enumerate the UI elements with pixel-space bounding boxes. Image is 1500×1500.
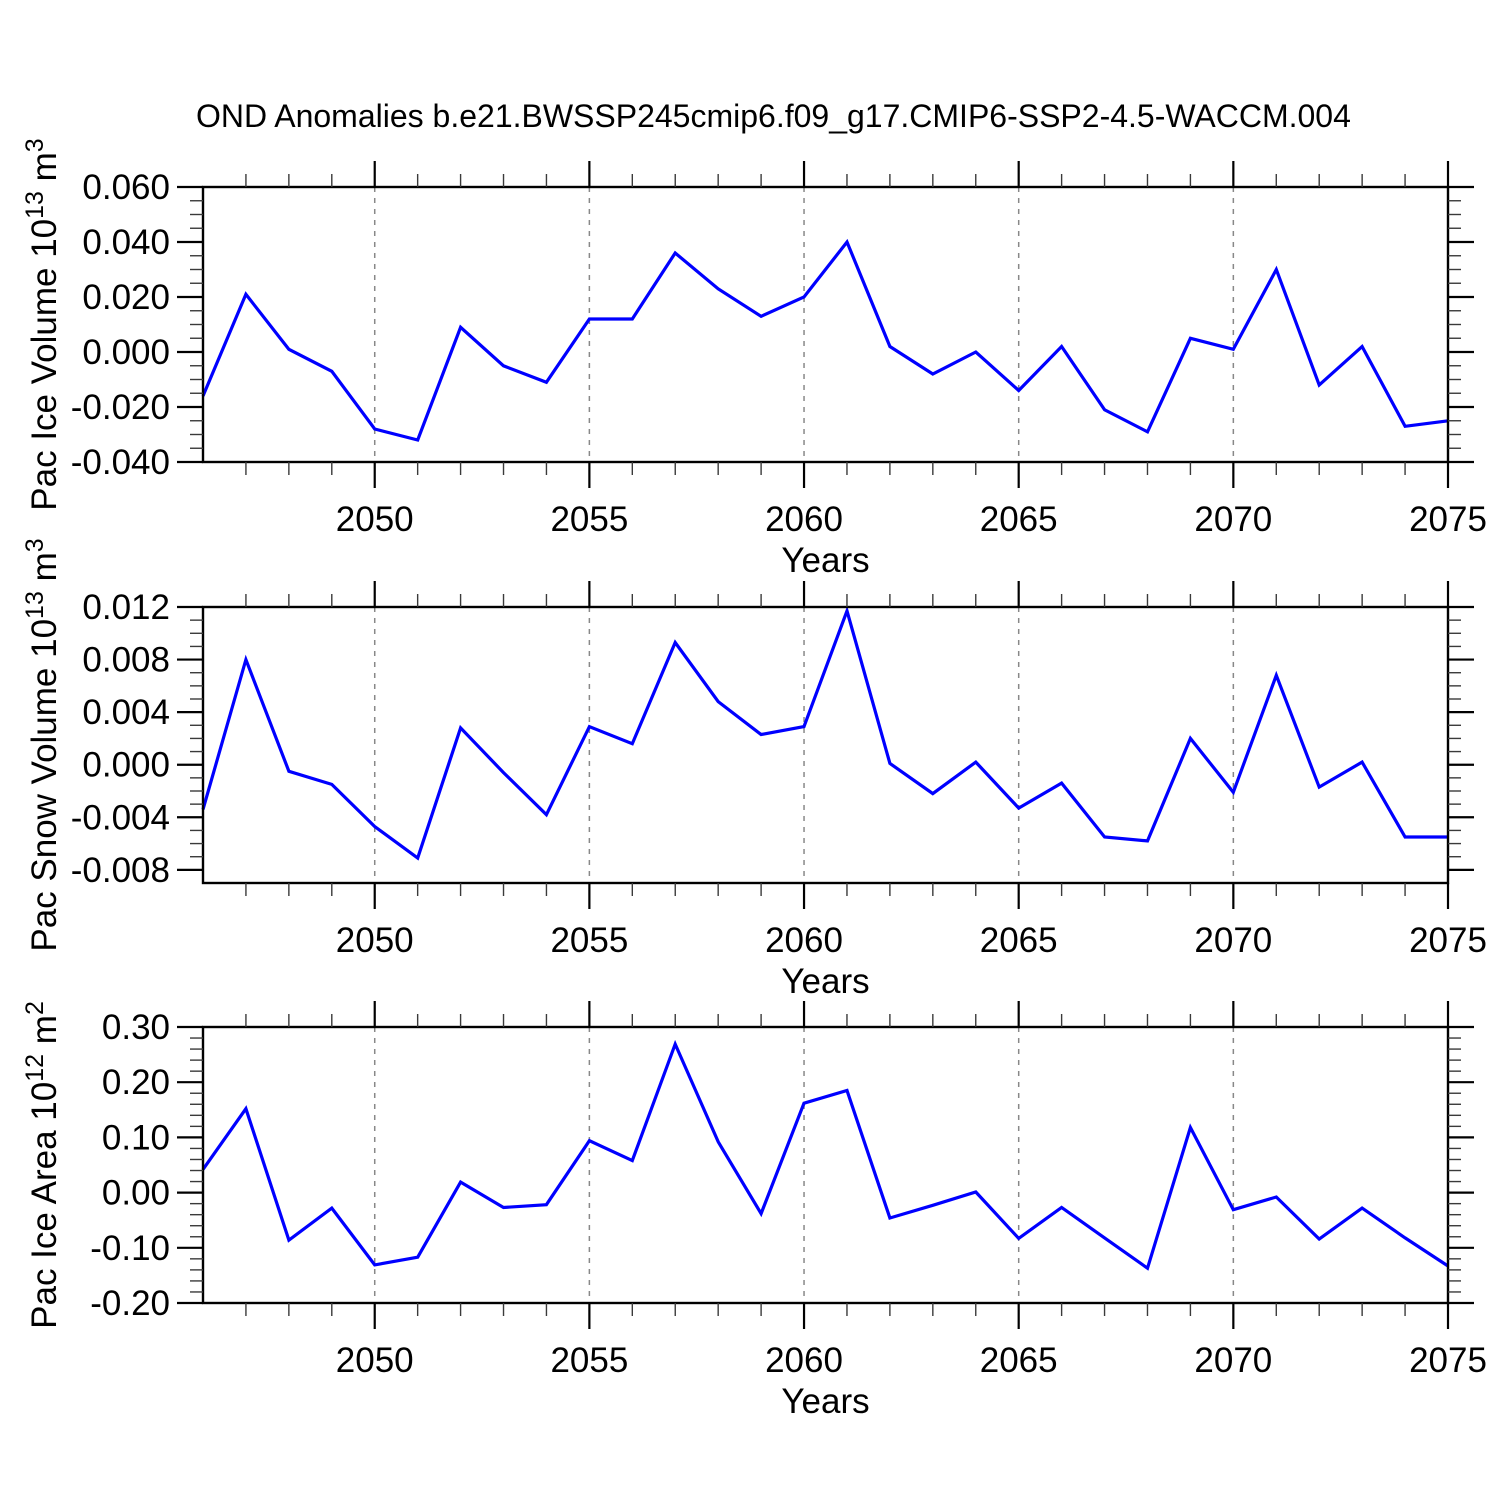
x-tick-label: 2050 <box>336 921 414 960</box>
y-tick-label: -0.10 <box>90 1229 170 1268</box>
y-tick-label: 0.30 <box>102 1008 170 1047</box>
y-tick-label: 0.012 <box>82 588 170 627</box>
y-tick-label: -0.020 <box>71 388 170 427</box>
panels-group: 0.060 0.040 0.020 0.000 -0.020 -0.040 2050 2055… <box>21 138 1487 1421</box>
pac-snow-volume-plot-box <box>201 605 1450 885</box>
x-tick-label: 2050 <box>336 500 414 539</box>
x-tick-label: 2075 <box>1409 921 1487 960</box>
y-tick-label: 0.020 <box>82 278 170 317</box>
x-tick-label: 2065 <box>980 1341 1058 1380</box>
y-tick-label: 0.000 <box>82 746 170 785</box>
x-tick-label: 2060 <box>765 921 843 960</box>
y-tick-label: 0.040 <box>82 223 170 262</box>
x-tick-label: 2065 <box>980 500 1058 539</box>
y-tick-label: 0.20 <box>102 1063 170 1102</box>
x-tick-label: 2075 <box>1409 500 1487 539</box>
x-axis-title: Years <box>781 962 869 1001</box>
x-axis-title: Years <box>781 1382 869 1421</box>
x-tick-label: 2055 <box>550 921 628 960</box>
pac-ice-area-plot-box <box>201 1025 1450 1305</box>
y-tick-label: -0.008 <box>71 851 170 890</box>
y-tick-label: -0.004 <box>71 798 170 837</box>
y-tick-label: 0.004 <box>82 693 170 732</box>
y-tick-label: 0.000 <box>82 333 170 372</box>
x-axis-title: Years <box>781 541 869 580</box>
pac-ice-area-data-line <box>201 1039 1449 1271</box>
y-tick-label: 0.10 <box>102 1118 170 1157</box>
x-tick-label: 2060 <box>765 500 843 539</box>
x-tick-label: 2055 <box>550 500 628 539</box>
pac-ice-area-y-axis-title: Pac Ice Area 1012 m2 <box>21 1001 64 1329</box>
x-tick-label: 2070 <box>1194 1341 1272 1380</box>
pac-snow-volume-y-axis-title: Pac Snow Volume 1013 m3 <box>21 538 64 951</box>
y-tick-label: 0.00 <box>102 1174 170 1213</box>
pac-ice-volume-y-axis-title: Pac Ice Volume 1013 m3 <box>21 138 64 510</box>
pac-ice-volume-data-line <box>201 238 1449 442</box>
y-tick-label: 0.060 <box>82 168 170 207</box>
x-tick-label: 2050 <box>336 1341 414 1380</box>
x-tick-label: 2070 <box>1194 500 1272 539</box>
pac-snow-volume-data-line <box>201 605 1448 861</box>
x-tick-label: 2060 <box>765 1341 843 1380</box>
x-tick-label: 2075 <box>1409 1341 1487 1380</box>
x-tick-label: 2070 <box>1194 921 1272 960</box>
y-tick-label: -0.040 <box>71 443 170 482</box>
y-tick-label: -0.20 <box>90 1284 170 1323</box>
x-tick-label: 2055 <box>550 1341 628 1380</box>
y-tick-label: 0.008 <box>82 641 170 680</box>
x-tick-label: 2065 <box>980 921 1058 960</box>
figure-title: OND Anomalies b.e21.BWSSP245cmip6.f09_g1… <box>196 98 1351 134</box>
